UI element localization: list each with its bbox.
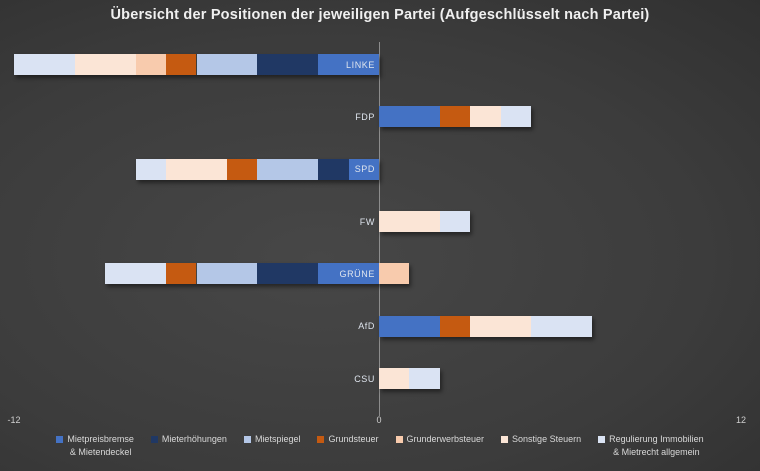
chart-legend: Mietpreisbremse & Mietendeckel Mieterhöhun… <box>0 433 760 459</box>
bar-segment <box>196 263 258 285</box>
bar-segment <box>74 54 136 75</box>
bar-segment <box>166 54 197 75</box>
category-label: AfD <box>358 321 375 332</box>
bar-segment <box>318 263 379 285</box>
bar-segment <box>470 106 501 128</box>
legend-label: Regulierung Immobilien & Mietrecht allgem… <box>609 434 704 457</box>
legend-swatch-icon <box>598 436 606 443</box>
legend-swatch-icon <box>395 436 403 443</box>
bar-segment <box>166 158 227 180</box>
legend-label: Sonstige Steuern <box>512 434 582 444</box>
bar-segment <box>379 368 410 390</box>
legend-label: Mietpreisbremse & Mietendeckel <box>67 434 134 457</box>
x-axis-tick-label-max: 12 <box>735 415 747 425</box>
legend-swatch-icon <box>243 436 251 443</box>
bar-segment <box>257 54 319 75</box>
legend-label: Mietspiegel <box>254 434 301 444</box>
category-label: GRÜNE <box>339 268 375 279</box>
legend-swatch-icon <box>150 436 158 443</box>
bar-segment <box>318 158 349 180</box>
legend-swatch-icon <box>56 436 64 443</box>
chart-title: Übersicht der Positionen der jeweiligen … <box>110 7 650 23</box>
bar-segment <box>318 54 379 75</box>
legend-label: Grundsteuer <box>328 434 379 444</box>
bar-segment <box>14 54 75 75</box>
legend-swatch-icon <box>501 436 509 443</box>
bar-segment <box>439 315 471 337</box>
bar-segment <box>348 158 379 180</box>
bar-segment <box>166 263 197 285</box>
x-axis-tick-label-min: -12 <box>7 415 21 425</box>
bar-segment <box>409 368 440 390</box>
legend-item: Mieterhöhungen <box>150 433 227 446</box>
bar-segment <box>439 211 471 233</box>
legend-item: Grundsteuer <box>317 433 379 446</box>
bar-segment <box>379 315 440 337</box>
bar-segment <box>379 211 440 233</box>
legend-item: Mietpreisbremse & Mietendeckel <box>56 433 134 459</box>
category-label: FDP <box>355 111 375 122</box>
bar-segment <box>439 106 471 128</box>
bar-segment <box>135 158 167 180</box>
bar-segment <box>196 54 258 75</box>
legend-label: Mieterhöhungen <box>161 434 227 444</box>
bar-segment <box>500 106 532 128</box>
category-label: FW <box>359 216 375 227</box>
bar-segment <box>257 263 319 285</box>
bar-segment <box>226 158 258 180</box>
category-label: SPD <box>354 164 375 175</box>
bar-segment <box>531 315 592 337</box>
legend-swatch-icon <box>317 436 325 443</box>
legend-label: Grunderwerbsteuer <box>406 434 485 444</box>
x-axis-tick-label-zero: 0 <box>376 415 382 425</box>
bar-segment <box>379 263 410 285</box>
bar-segment <box>379 106 440 128</box>
legend-item: Regulierung Immobilien & Mietrecht allgem… <box>598 433 704 459</box>
legend-item: Mietspiegel <box>243 433 301 446</box>
zero-axis-tick <box>379 411 380 416</box>
bar-segment <box>135 54 167 75</box>
legend-item: Grunderwerbsteuer <box>395 433 485 446</box>
category-label: CSU <box>354 373 375 384</box>
legend-item: Sonstige Steuern <box>501 433 581 446</box>
bar-segment <box>257 158 319 180</box>
category-label: LINKE <box>345 59 375 70</box>
bar-segment <box>105 263 167 285</box>
bar-segment <box>470 315 532 337</box>
